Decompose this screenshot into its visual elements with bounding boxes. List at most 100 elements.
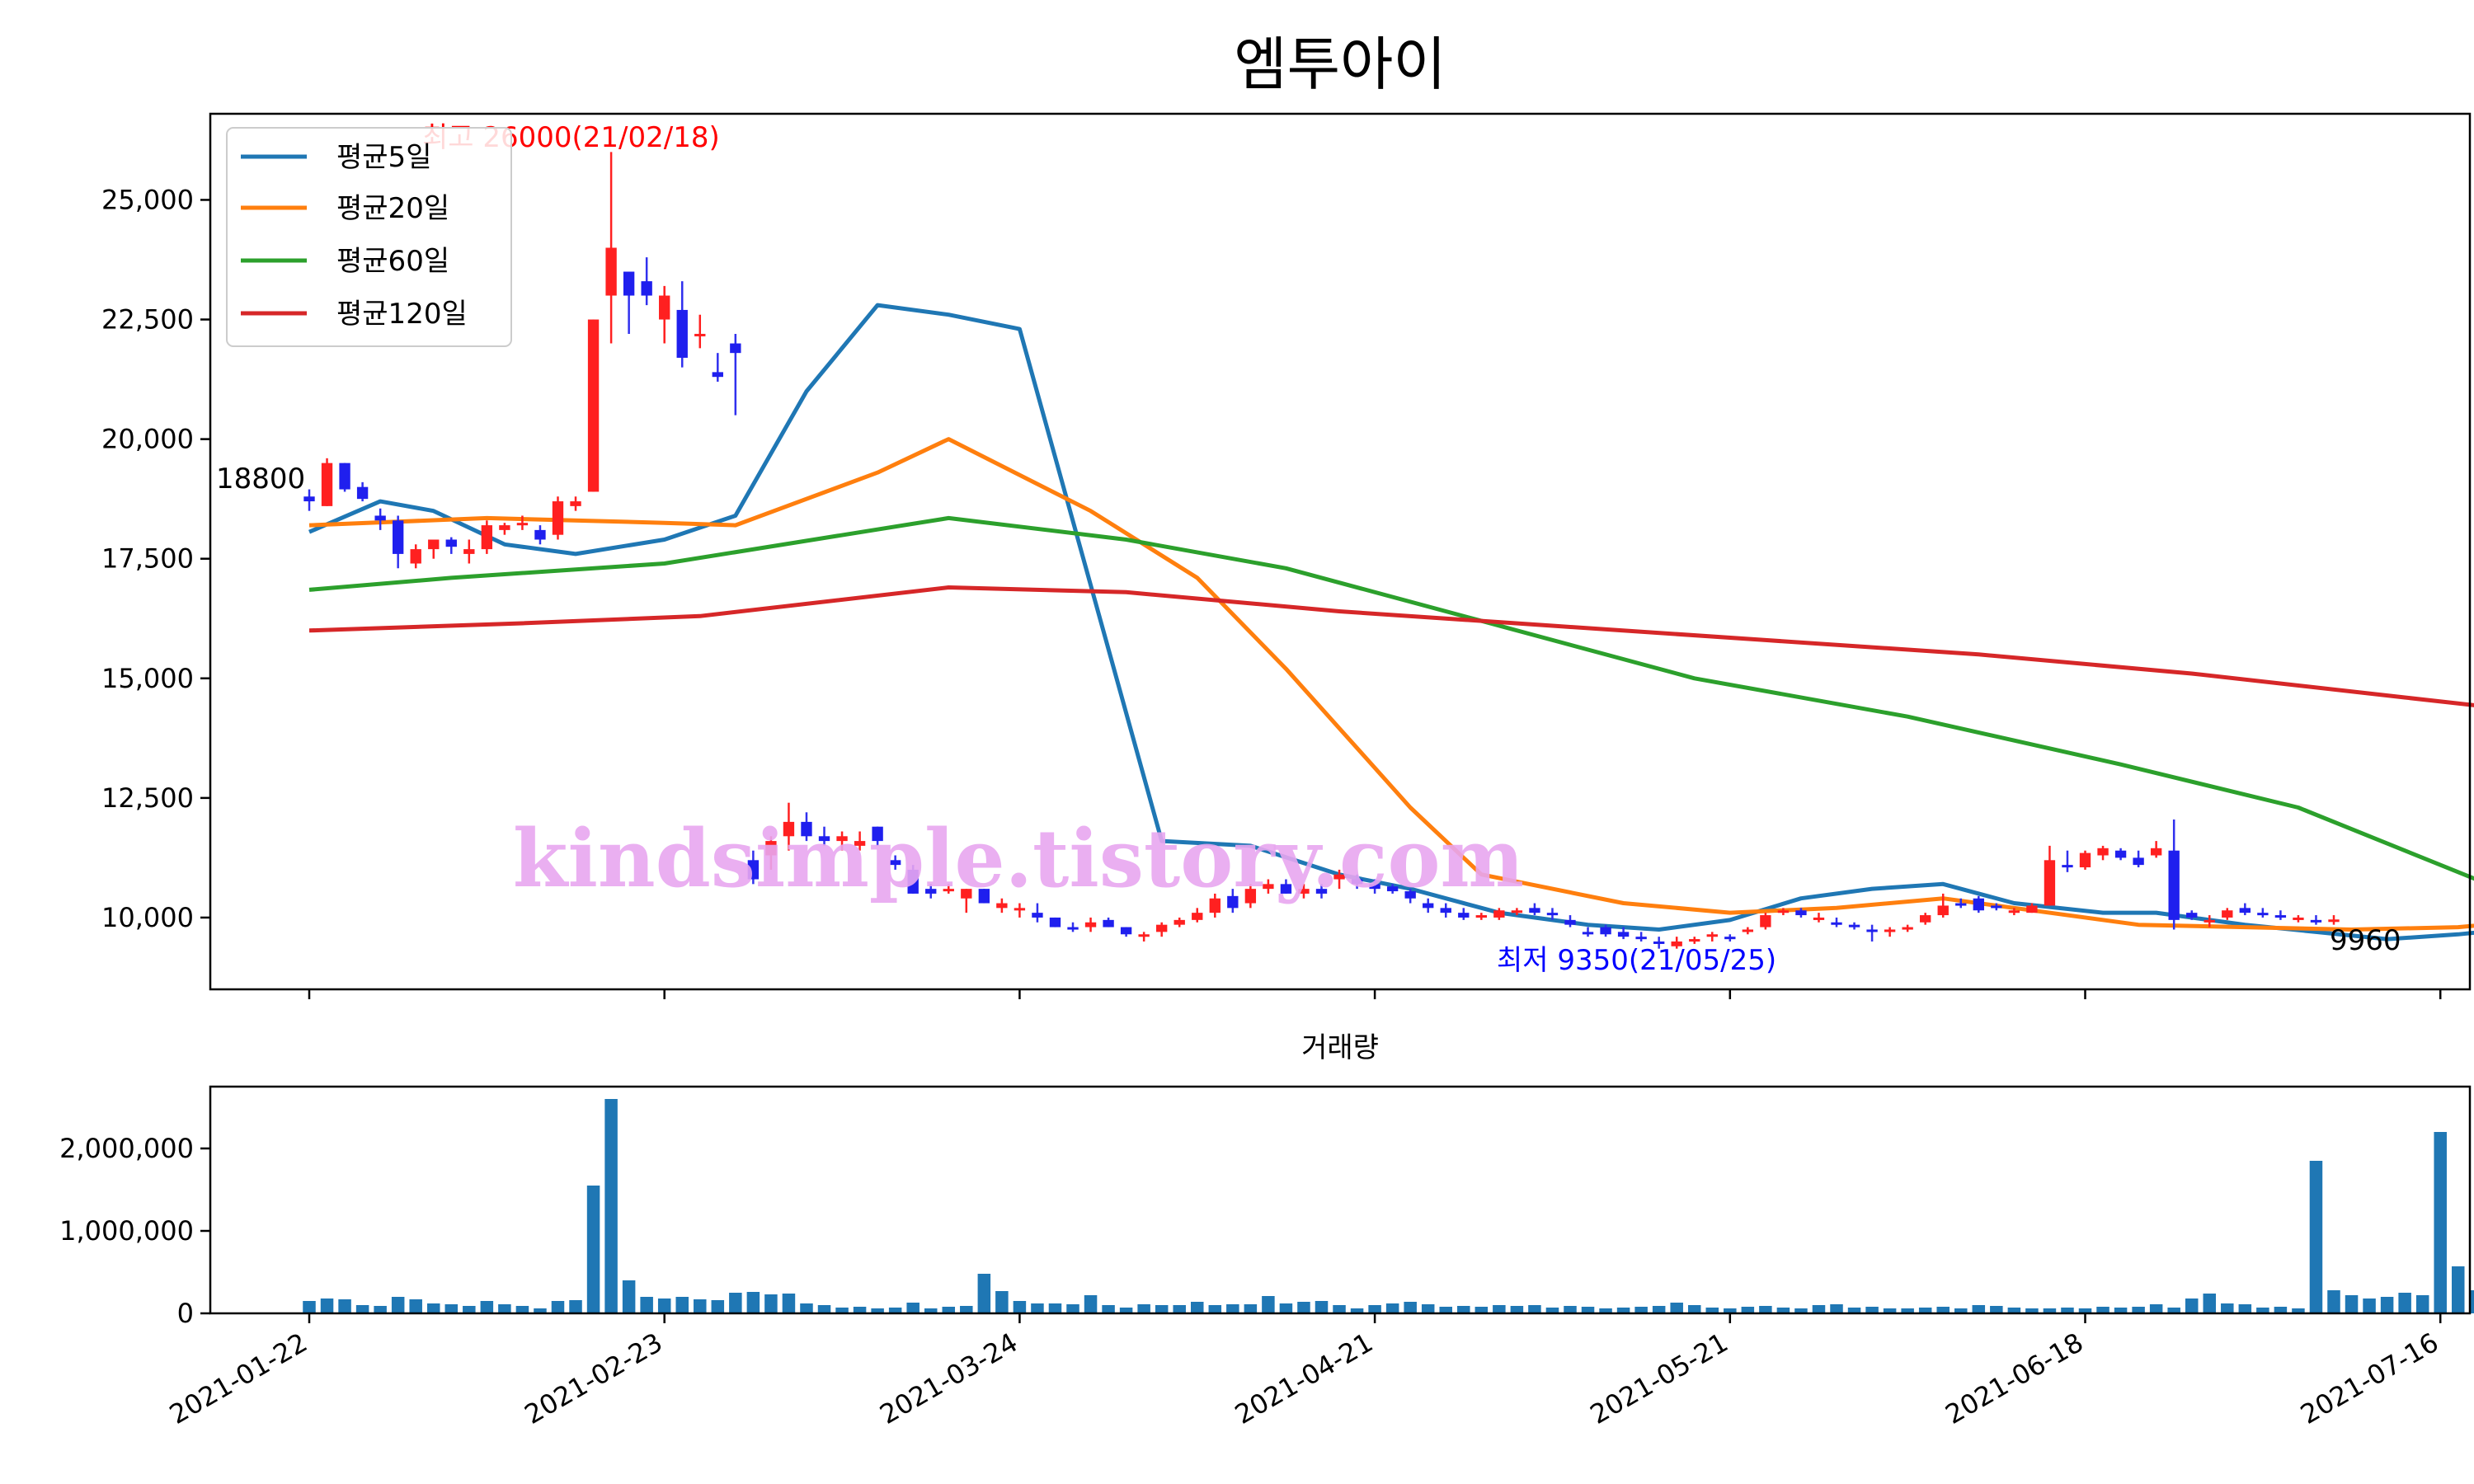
candle-body <box>392 520 404 554</box>
volume-bar <box>1670 1303 1683 1313</box>
candle-body <box>1156 924 1168 932</box>
price-y-tick-label: 10,000 <box>101 902 194 933</box>
candle-body <box>570 501 581 506</box>
volume-bar <box>817 1305 831 1313</box>
volume-bar <box>1954 1308 1968 1313</box>
candle-body <box>2328 919 2340 923</box>
volume-bar <box>444 1304 459 1313</box>
volume-bar <box>1208 1305 1222 1313</box>
candle-body <box>1386 886 1399 892</box>
price-y-tick-label: 20,000 <box>101 424 194 455</box>
candle-body <box>2222 910 2233 918</box>
volume-bar <box>1066 1304 1079 1313</box>
candle-body <box>2026 905 2038 913</box>
volume-bar <box>764 1294 778 1313</box>
volume-bar <box>2434 1132 2447 1313</box>
volume-y-axis: 0 1,000,000 2,000,000 <box>59 1133 210 1329</box>
candle-body <box>676 309 688 358</box>
volume-bar <box>2363 1298 2376 1313</box>
volume-bar <box>1155 1305 1169 1313</box>
candle-body <box>694 333 706 336</box>
volume-bar <box>1599 1308 1612 1313</box>
volume-bar <box>924 1308 938 1313</box>
volume-bar <box>1173 1305 1186 1313</box>
volume-bar <box>391 1297 405 1313</box>
legend-box <box>226 127 512 347</box>
candle-body <box>428 539 440 550</box>
volume-bar <box>2096 1307 2109 1313</box>
candle-body <box>1049 917 1061 928</box>
volume-y-tick-label: 1,000,000 <box>59 1215 194 1247</box>
price-x-tick-marks <box>308 989 2442 999</box>
volume-bar <box>1475 1307 1489 1313</box>
volume-bar <box>1031 1303 1044 1313</box>
ma-line-1 <box>308 437 2474 932</box>
candle-body <box>1617 932 1630 937</box>
candle-body <box>1280 884 1292 894</box>
candle-body <box>765 841 777 856</box>
candle-body <box>2274 915 2287 918</box>
volume-bar <box>1333 1305 1346 1313</box>
volume-bar <box>1972 1305 1986 1313</box>
candle-body <box>1351 879 1363 885</box>
volume-bar <box>2132 1307 2145 1313</box>
volume-bar <box>622 1280 636 1313</box>
volume-bar <box>1385 1303 1399 1313</box>
candle-body <box>1884 929 1896 932</box>
volume-bar <box>1616 1308 1630 1313</box>
volume-bar <box>2114 1308 2128 1313</box>
candle-body <box>730 343 741 354</box>
volume-bar <box>1652 1306 1666 1313</box>
volume-bar <box>2345 1295 2359 1313</box>
volume-bar <box>1741 1307 1755 1313</box>
candle-body <box>1937 905 1949 916</box>
candle-body <box>747 860 760 880</box>
candle-body <box>623 271 635 296</box>
candle-body <box>1458 913 1470 918</box>
candle-body <box>552 501 564 535</box>
candle-body <box>1689 939 1700 942</box>
first-price-label: 18800 <box>216 463 305 495</box>
volume-bar <box>1812 1305 1826 1313</box>
volume-bar <box>1244 1304 1258 1313</box>
volume-bar <box>320 1298 334 1313</box>
candle-body <box>605 247 617 296</box>
volume-bar <box>1368 1305 1381 1313</box>
volume-bar <box>729 1293 742 1313</box>
volume-bar <box>1226 1304 1239 1313</box>
volume-bar <box>1084 1295 1098 1313</box>
volume-bar <box>2149 1304 2163 1313</box>
volume-bar <box>694 1299 707 1313</box>
volume-bar <box>569 1300 582 1313</box>
volume-bar <box>1776 1308 1790 1313</box>
candle-body <box>321 463 333 506</box>
watermark: kindsimple.tistory.com <box>513 812 1524 905</box>
volume-bar <box>355 1305 369 1313</box>
candle-body <box>659 295 670 320</box>
candle-body <box>2186 913 2198 918</box>
price-y-tick-label: 22,500 <box>101 304 194 336</box>
chart-title: 엠투아이 <box>1234 31 1446 98</box>
candle-body <box>1813 917 1825 920</box>
candle-body <box>1955 903 1967 906</box>
volume-bar <box>1847 1308 1861 1313</box>
volume-bar <box>1315 1301 1329 1313</box>
candle-body <box>836 836 848 842</box>
volume-y-tick-label: 2,000,000 <box>59 1133 194 1164</box>
candle-body <box>1760 915 1771 928</box>
candle-body <box>2257 913 2269 916</box>
candle-body <box>1192 913 1203 920</box>
volume-bar <box>2043 1308 2057 1313</box>
volume-bar <box>2167 1308 2180 1313</box>
candle-body <box>2079 852 2091 868</box>
legend-label-ma120: 평균120일 <box>336 298 468 331</box>
candle-body <box>783 821 795 837</box>
low-price-label: 최저 9350(21/05/25) <box>1497 944 1776 977</box>
candle-body <box>516 523 529 526</box>
candle-body <box>1369 884 1380 890</box>
volume-bar <box>835 1308 849 1313</box>
volume-bar <box>853 1307 867 1313</box>
volume-bar <box>782 1294 796 1313</box>
price-y-tick-label: 17,500 <box>101 543 194 575</box>
